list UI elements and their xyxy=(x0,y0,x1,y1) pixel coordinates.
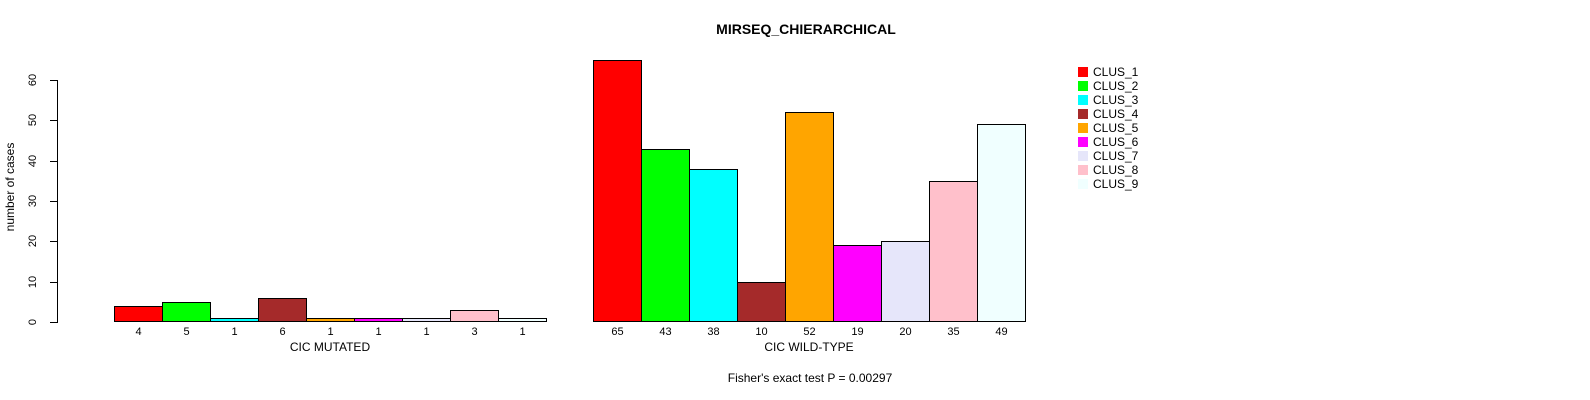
y-axis-tick xyxy=(50,282,57,283)
bar-value-label: 19 xyxy=(851,326,864,338)
legend-item-clus-2: CLUS_2 xyxy=(1078,79,1138,93)
y-axis-tick-label: 60 xyxy=(27,73,39,87)
bar-value-label: 6 xyxy=(279,326,286,338)
legend-item-clus-3: CLUS_3 xyxy=(1078,93,1138,107)
y-axis-tick-label: 30 xyxy=(27,194,39,208)
y-axis-label: number of cases xyxy=(3,142,17,232)
y-axis-tick xyxy=(50,322,57,323)
bar-value-label: 1 xyxy=(423,326,430,338)
legend-item-clus-5: CLUS_5 xyxy=(1078,121,1138,135)
y-axis-tick-label: 0 xyxy=(27,318,39,326)
y-axis-tick xyxy=(50,161,57,162)
legend-item-clus-8: CLUS_8 xyxy=(1078,163,1138,177)
bar-value-label: 43 xyxy=(659,326,672,338)
bar-value-label: 1 xyxy=(519,326,526,338)
legend-label: CLUS_6 xyxy=(1093,135,1139,149)
bar-clus-8-cic-mutated xyxy=(450,310,499,322)
bar-value-label: 10 xyxy=(755,326,768,338)
legend-swatch-clus-2 xyxy=(1078,81,1088,91)
bar-clus-6-cic-mutated xyxy=(354,318,403,322)
bar-clus-1-cic-mutated xyxy=(114,306,163,322)
x-axis-group-label-cic-wild-type: CIC WILD-TYPE xyxy=(764,340,854,354)
x-axis-group-label-cic-mutated: CIC MUTATED xyxy=(289,340,371,354)
bar-value-label: 65 xyxy=(611,326,624,338)
bar-value-label: 1 xyxy=(375,326,382,338)
legend-swatch-clus-8 xyxy=(1078,165,1088,175)
bar-value-label: 1 xyxy=(327,326,334,338)
bar-clus-3-cic-wild-type xyxy=(689,169,738,322)
bar-value-label: 4 xyxy=(135,326,142,338)
bar-value-label: 20 xyxy=(899,326,912,338)
y-axis-tick xyxy=(50,80,57,81)
bar-clus-2-cic-mutated xyxy=(162,302,211,322)
legend-item-clus-9: CLUS_9 xyxy=(1078,177,1138,191)
legend-label: CLUS_1 xyxy=(1093,65,1139,79)
legend-label: CLUS_3 xyxy=(1093,93,1139,107)
y-axis-tick-label: 20 xyxy=(27,234,39,248)
bar-clus-9-cic-wild-type xyxy=(977,124,1026,322)
legend-label: CLUS_2 xyxy=(1093,79,1139,93)
bar-value-label: 52 xyxy=(803,326,816,338)
bar-value-label: 5 xyxy=(183,326,190,338)
bar-clus-7-cic-wild-type xyxy=(881,241,930,322)
bar-value-label: 38 xyxy=(707,326,720,338)
legend-item-clus-7: CLUS_7 xyxy=(1078,149,1138,163)
y-axis-tick xyxy=(50,120,57,121)
legend-label: CLUS_4 xyxy=(1093,107,1139,121)
bar-clus-8-cic-wild-type xyxy=(929,181,978,322)
legend-swatch-clus-1 xyxy=(1078,67,1088,77)
y-axis-tick-label: 50 xyxy=(27,113,39,127)
y-axis-tick-label: 10 xyxy=(27,275,39,289)
legend-swatch-clus-9 xyxy=(1078,179,1088,189)
y-axis-tick-label: 40 xyxy=(27,154,39,168)
y-axis-tick xyxy=(50,201,57,202)
legend-swatch-clus-7 xyxy=(1078,151,1088,161)
legend-item-clus-1: CLUS_1 xyxy=(1078,65,1138,79)
legend-swatch-clus-3 xyxy=(1078,95,1088,105)
bar-clus-4-cic-wild-type xyxy=(737,282,786,322)
bar-value-label: 3 xyxy=(471,326,478,338)
bar-clus-7-cic-mutated xyxy=(402,318,451,322)
bar-clus-9-cic-mutated xyxy=(498,318,547,322)
legend-item-clus-6: CLUS_6 xyxy=(1078,135,1138,149)
legend-label: CLUS_7 xyxy=(1093,149,1139,163)
legend-swatch-clus-6 xyxy=(1078,137,1088,147)
bar-clus-1-cic-wild-type xyxy=(593,60,642,322)
bar-clus-5-cic-mutated xyxy=(306,318,355,322)
y-axis-tick xyxy=(50,241,57,242)
bar-value-label: 49 xyxy=(995,326,1008,338)
bar-value-label: 1 xyxy=(231,326,238,338)
chart-title: MIRSEQ_CHIERARCHICAL xyxy=(716,21,896,37)
legend-swatch-clus-4 xyxy=(1078,109,1088,119)
bar-clus-2-cic-wild-type xyxy=(641,149,690,322)
bar-clus-5-cic-wild-type xyxy=(785,112,834,322)
footnote-text: Fisher's exact test P = 0.00297 xyxy=(727,371,893,385)
y-axis-line xyxy=(57,80,58,323)
bar-clus-6-cic-wild-type xyxy=(833,245,882,322)
legend-label: CLUS_9 xyxy=(1093,177,1139,191)
legend-label: CLUS_8 xyxy=(1093,163,1139,177)
bar-clus-4-cic-mutated xyxy=(258,298,307,322)
legend-item-clus-4: CLUS_4 xyxy=(1078,107,1138,121)
legend-label: CLUS_5 xyxy=(1093,121,1139,135)
bar-value-label: 35 xyxy=(947,326,960,338)
bar-clus-3-cic-mutated xyxy=(210,318,259,322)
legend-swatch-clus-5 xyxy=(1078,123,1088,133)
